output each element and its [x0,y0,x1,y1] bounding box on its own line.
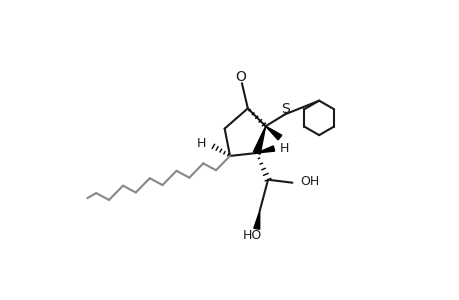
Text: O: O [235,70,245,84]
Polygon shape [265,126,281,140]
Text: S: S [281,102,290,116]
Text: HO: HO [242,229,261,242]
Text: H: H [279,142,288,155]
Text: H: H [196,137,206,150]
Text: OH: OH [299,175,319,188]
Polygon shape [253,211,259,229]
Polygon shape [253,126,265,154]
Polygon shape [256,146,274,153]
